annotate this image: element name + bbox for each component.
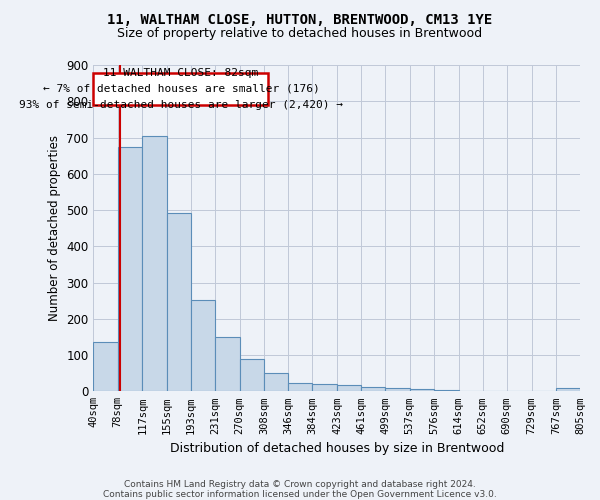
- Text: Size of property relative to detached houses in Brentwood: Size of property relative to detached ho…: [118, 28, 482, 40]
- Bar: [434, 390, 458, 392]
- Bar: [142, 136, 167, 392]
- Bar: [410, 390, 434, 392]
- Bar: [385, 388, 410, 392]
- Bar: [240, 360, 264, 392]
- Text: Contains public sector information licensed under the Open Government Licence v3: Contains public sector information licen…: [103, 490, 497, 499]
- Bar: [361, 387, 385, 392]
- Text: 11 WALTHAM CLOSE: 82sqm
← 7% of detached houses are smaller (176)
93% of semi-de: 11 WALTHAM CLOSE: 82sqm ← 7% of detached…: [19, 68, 343, 110]
- Bar: [167, 212, 191, 392]
- Bar: [118, 146, 142, 392]
- Bar: [337, 385, 361, 392]
- Bar: [191, 300, 215, 392]
- Bar: [458, 390, 482, 392]
- X-axis label: Distribution of detached houses by size in Brentwood: Distribution of detached houses by size …: [170, 442, 504, 455]
- Bar: [94, 73, 268, 105]
- Bar: [312, 384, 337, 392]
- Bar: [556, 388, 580, 392]
- Bar: [94, 342, 118, 392]
- Y-axis label: Number of detached properties: Number of detached properties: [48, 135, 61, 321]
- Text: Contains HM Land Registry data © Crown copyright and database right 2024.: Contains HM Land Registry data © Crown c…: [124, 480, 476, 489]
- Text: 11, WALTHAM CLOSE, HUTTON, BRENTWOOD, CM13 1YE: 11, WALTHAM CLOSE, HUTTON, BRENTWOOD, CM…: [107, 12, 493, 26]
- Bar: [482, 390, 507, 392]
- Bar: [288, 384, 312, 392]
- Bar: [264, 373, 288, 392]
- Bar: [215, 337, 240, 392]
